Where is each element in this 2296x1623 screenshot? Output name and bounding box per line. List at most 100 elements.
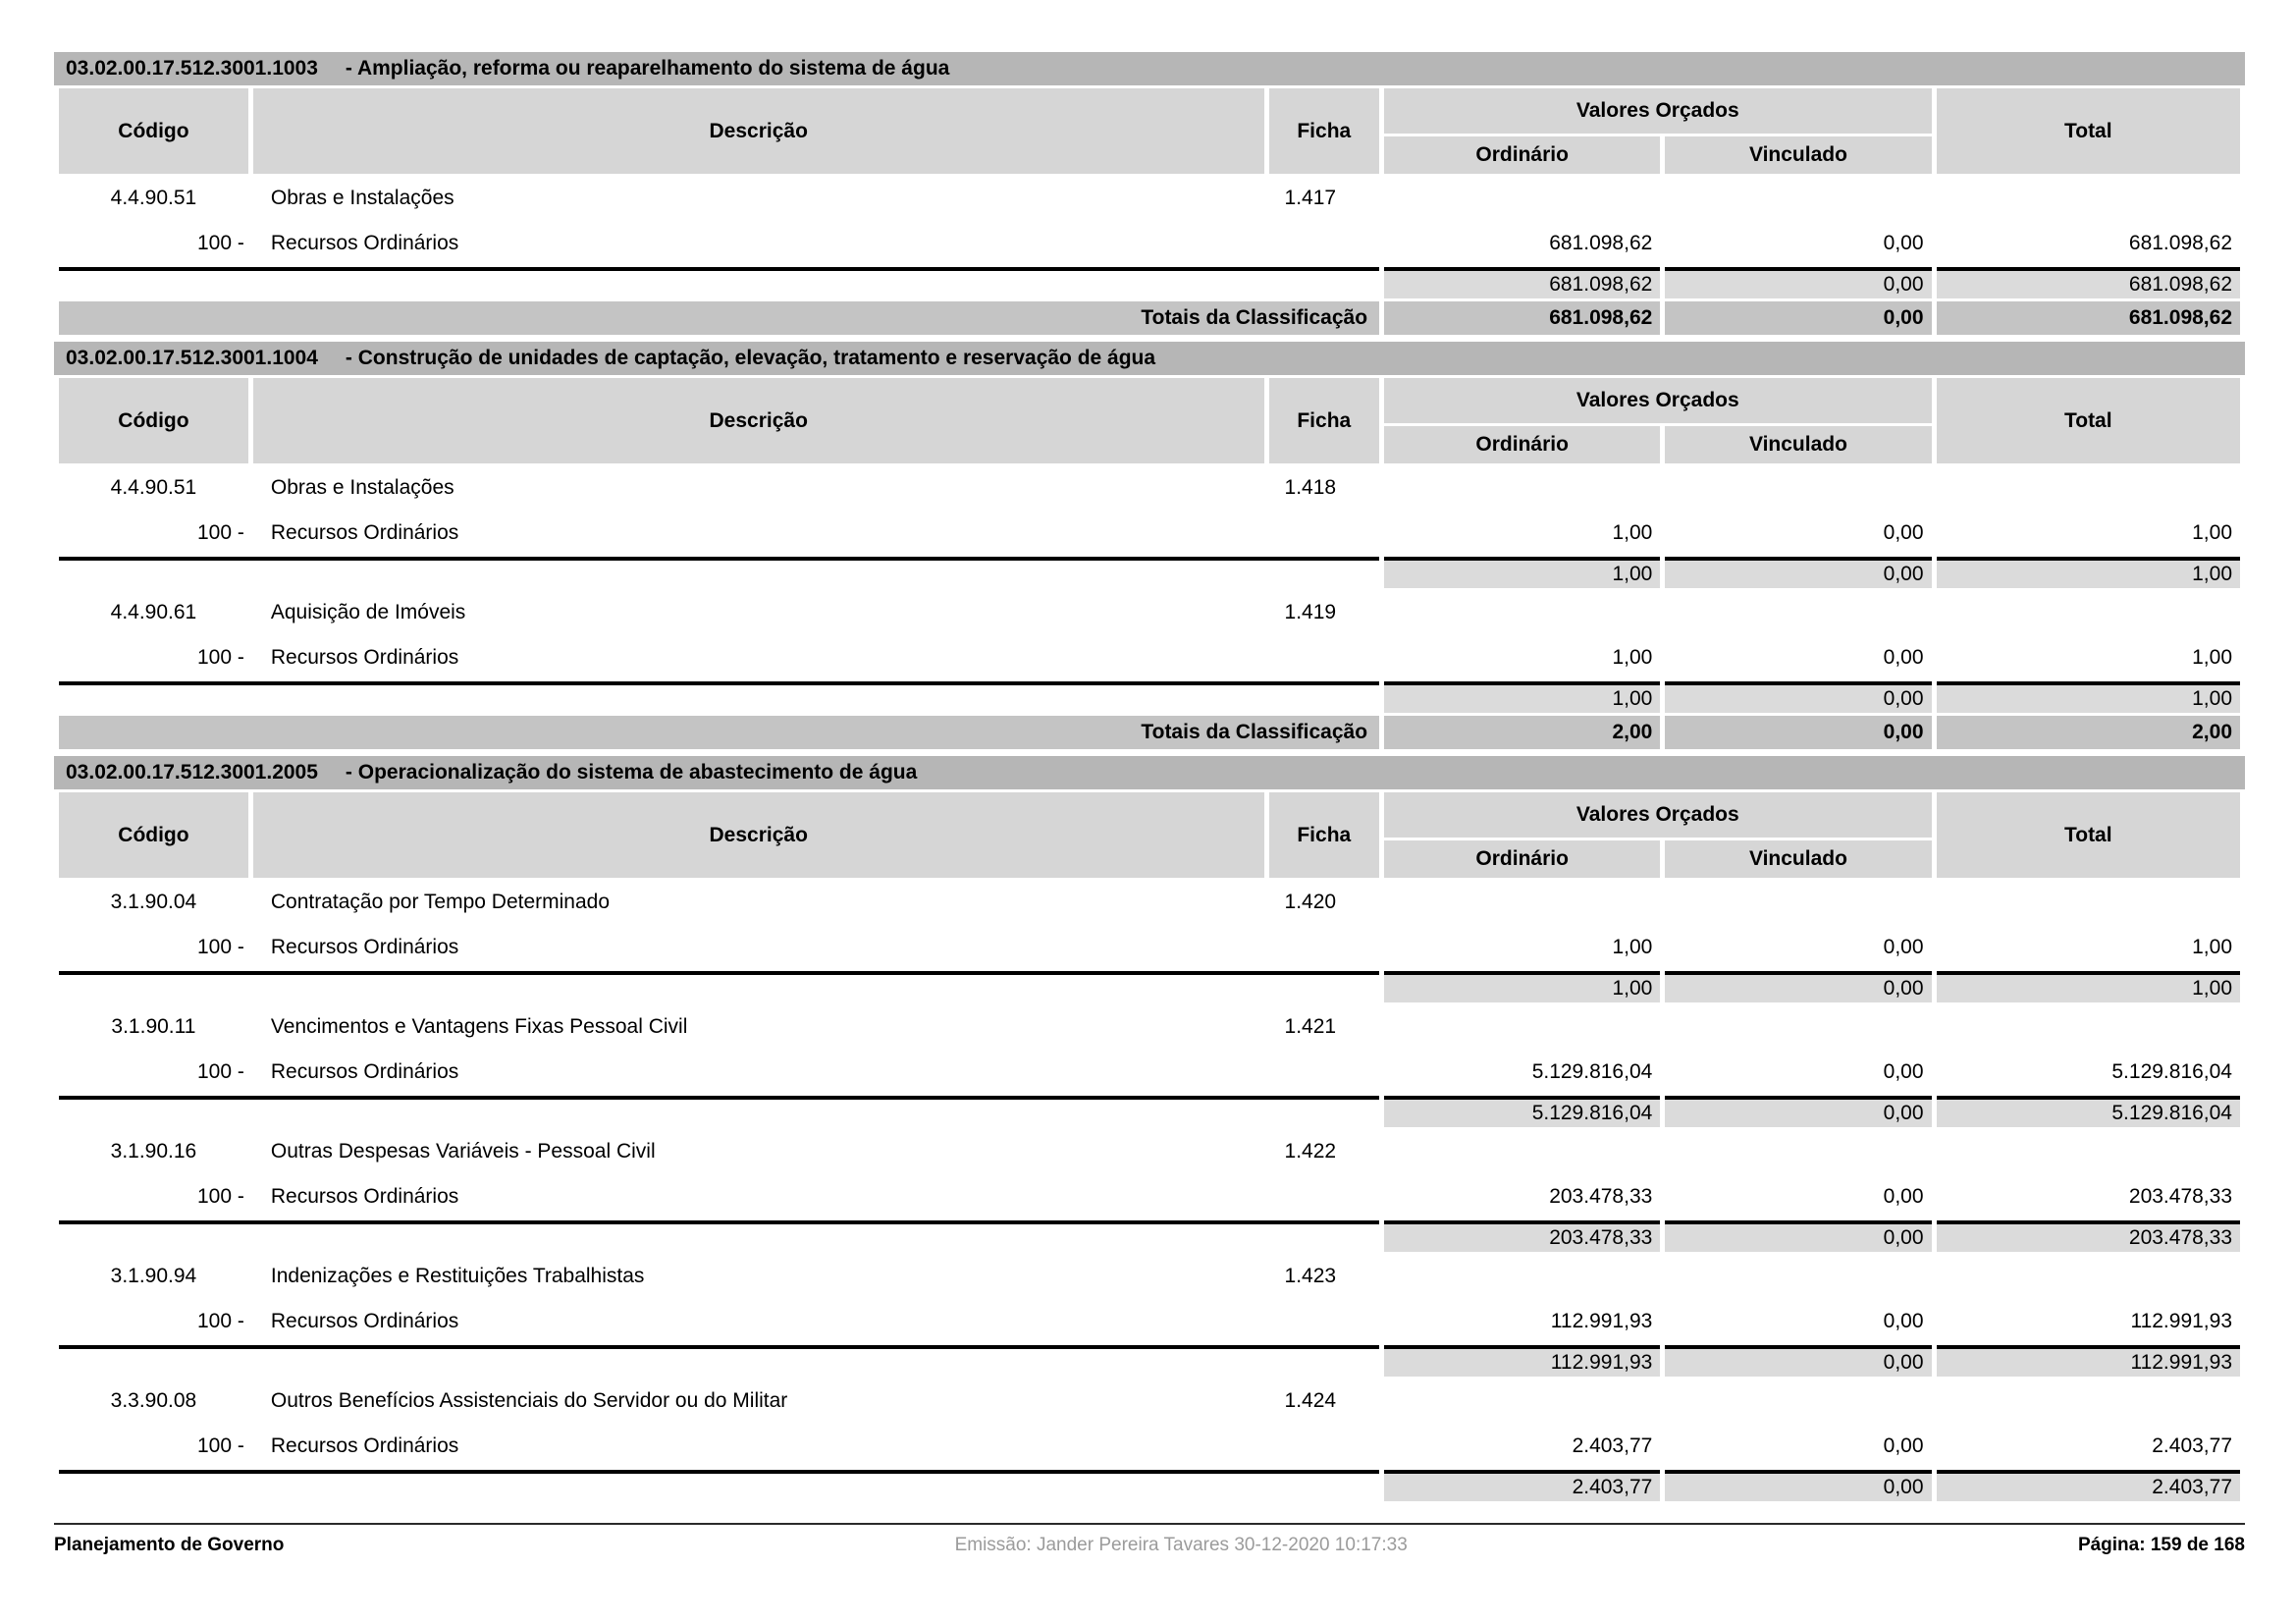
subtotal-total-cell: 112.991,93 <box>1936 1345 2240 1377</box>
subtotal-total-cell: 1,00 <box>1936 971 2240 1002</box>
column-header-ficha: Ficha <box>1268 378 1380 463</box>
expense-item-row: 4.4.90.51 Obras e Instalações 1.418 <box>59 466 2240 510</box>
expense-item-row: 4.4.90.61 Aquisição de Imóveis 1.419 <box>59 591 2240 634</box>
subtotal-vinculado-cell: 0,00 <box>1665 681 1932 713</box>
source-code-cell: 100 - <box>197 646 244 669</box>
item-description-cell: Obras e Instalações <box>270 187 454 209</box>
budget-table: Código Descrição Ficha Valores Orçados T… <box>54 789 2245 1504</box>
empty-cell <box>1665 466 1931 510</box>
subtotal-total-cell: 5.129.816,04 <box>1936 1096 2240 1127</box>
column-header-ficha: Ficha <box>1268 792 1380 878</box>
vinculado-value-cell: 0,00 <box>1883 1060 1924 1083</box>
expense-item-row: 3.1.90.94 Indenizações e Restituições Tr… <box>59 1255 2240 1298</box>
subtotal-row: 1,00 0,00 1,00 <box>59 681 2240 713</box>
ordinario-value-cell: 1,00 <box>1612 936 1653 958</box>
classification-totals-row: Totais da Classificação 2,00 0,00 2,00 <box>59 716 2240 749</box>
subtotal-vinculado-cell: 0,00 <box>1665 971 1932 1002</box>
source-label-cell: Recursos Ordinários <box>270 521 459 544</box>
source-code-cell: 100 - <box>197 1434 244 1457</box>
empty-cell <box>1665 591 1931 634</box>
item-code-cell: 3.1.90.04 <box>110 891 197 913</box>
classification-totals-row: Totais da Classificação 681.098,62 0,00 … <box>59 301 2240 335</box>
column-header-total: Total <box>1936 792 2240 878</box>
empty-cell <box>1269 223 1380 264</box>
empty-cell <box>1269 637 1380 678</box>
subtotal-vinculado-cell: 0,00 <box>1665 557 1932 588</box>
vinculado-value-cell: 0,00 <box>1883 1185 1924 1208</box>
item-code-cell: 3.1.90.16 <box>110 1140 197 1163</box>
column-header-ficha: Ficha <box>1268 88 1380 174</box>
ordinario-value-cell: 203.478,33 <box>1549 1185 1653 1208</box>
source-code-cell: 100 - <box>197 936 244 958</box>
column-header-ordinario: Ordinário <box>1384 136 1661 174</box>
empty-cell <box>1384 177 1660 220</box>
subtotal-ordinario-cell: 681.098,62 <box>1384 267 1661 298</box>
column-header-valores-orcados: Valores Orçados <box>1384 88 1932 134</box>
subtotal-spacer-cell <box>59 1345 1380 1377</box>
source-label-cell: Recursos Ordinários <box>270 1060 459 1083</box>
table-header-row: Código Descrição Ficha Valores Orçados T… <box>59 792 2240 878</box>
classification-section: 03.02.00.17.512.3001.1003 - Ampliação, r… <box>54 52 2245 338</box>
item-code-cell: 3.1.90.11 <box>111 1015 196 1038</box>
item-ficha-cell: 1.418 <box>1284 476 1337 499</box>
budget-table: Código Descrição Ficha Valores Orçados T… <box>54 375 2245 752</box>
resource-source-row: 100 - Recursos Ordinários 1,00 0,00 1,00 <box>59 637 2240 678</box>
totals-vinculado-cell: 0,00 <box>1665 716 1932 749</box>
resource-source-row: 100 - Recursos Ordinários 1,00 0,00 1,00 <box>59 927 2240 968</box>
empty-cell <box>1937 466 2240 510</box>
subtotal-total-cell: 1,00 <box>1936 681 2240 713</box>
ordinario-value-cell: 681.098,62 <box>1549 232 1653 254</box>
item-description-cell: Outras Despesas Variáveis - Pessoal Civi… <box>270 1140 656 1163</box>
total-value-cell: 1,00 <box>2192 936 2232 958</box>
item-description-cell: Vencimentos e Vantagens Fixas Pessoal Ci… <box>270 1015 688 1038</box>
vinculado-value-cell: 0,00 <box>1883 1310 1924 1332</box>
column-header-descricao: Descrição <box>252 792 1264 878</box>
subtotal-ordinario-cell: 203.478,33 <box>1384 1220 1661 1252</box>
table-header-row: Código Descrição Ficha Valores Orçados T… <box>59 88 2240 174</box>
column-header-vinculado: Vinculado <box>1665 840 1932 878</box>
subtotal-ordinario-cell: 1,00 <box>1384 557 1661 588</box>
subtotal-row: 1,00 0,00 1,00 <box>59 971 2240 1002</box>
ordinario-value-cell: 2.403,77 <box>1572 1434 1653 1457</box>
subtotal-total-cell: 681.098,62 <box>1936 267 2240 298</box>
column-header-total: Total <box>1936 378 2240 463</box>
source-code-cell: 100 - <box>197 521 244 544</box>
source-label-cell: Recursos Ordinários <box>270 232 459 254</box>
empty-cell <box>1665 1005 1931 1049</box>
column-header-codigo: Código <box>59 378 248 463</box>
empty-cell <box>1269 1301 1380 1342</box>
subtotal-row: 1,00 0,00 1,00 <box>59 557 2240 588</box>
subtotal-ordinario-cell: 2.403,77 <box>1384 1470 1661 1501</box>
expense-item-row: 3.1.90.11 Vencimentos e Vantagens Fixas … <box>59 1005 2240 1049</box>
total-value-cell: 681.098,62 <box>2128 232 2232 254</box>
subtotal-spacer-cell <box>59 681 1380 713</box>
source-label-cell: Recursos Ordinários <box>270 936 459 958</box>
expense-item-row: 4.4.90.51 Obras e Instalações 1.417 <box>59 177 2240 220</box>
empty-cell <box>1937 177 2240 220</box>
totals-total-cell: 681.098,62 <box>1936 301 2240 335</box>
column-header-vinculado: Vinculado <box>1665 136 1932 174</box>
column-header-codigo: Código <box>59 88 248 174</box>
column-header-valores-orcados: Valores Orçados <box>1384 792 1932 838</box>
vinculado-value-cell: 0,00 <box>1883 1434 1924 1457</box>
resource-source-row: 100 - Recursos Ordinários 681.098,62 0,0… <box>59 223 2240 264</box>
empty-cell <box>1665 881 1931 924</box>
subtotal-ordinario-cell: 1,00 <box>1384 681 1661 713</box>
subtotal-spacer-cell <box>59 557 1380 588</box>
subtotal-spacer-cell <box>59 1470 1380 1501</box>
totals-total-cell: 2,00 <box>1936 716 2240 749</box>
table-subheader-row: Ordinário Vinculado <box>59 136 2240 174</box>
empty-cell <box>1937 591 2240 634</box>
source-label-cell: Recursos Ordinários <box>270 1310 459 1332</box>
item-ficha-cell: 1.423 <box>1284 1265 1337 1287</box>
subtotal-spacer-cell <box>59 1220 1380 1252</box>
expense-item-row: 3.3.90.08 Outros Benefícios Assistenciai… <box>59 1380 2240 1423</box>
empty-cell <box>1937 1255 2240 1298</box>
column-header-vinculado: Vinculado <box>1665 426 1932 463</box>
subtotal-vinculado-cell: 0,00 <box>1665 1345 1932 1377</box>
column-header-descricao: Descrição <box>252 88 1264 174</box>
total-value-cell: 203.478,33 <box>2128 1185 2232 1208</box>
totals-ordinario-cell: 2,00 <box>1384 716 1661 749</box>
source-label-cell: Recursos Ordinários <box>270 1185 459 1208</box>
empty-cell <box>1384 591 1660 634</box>
